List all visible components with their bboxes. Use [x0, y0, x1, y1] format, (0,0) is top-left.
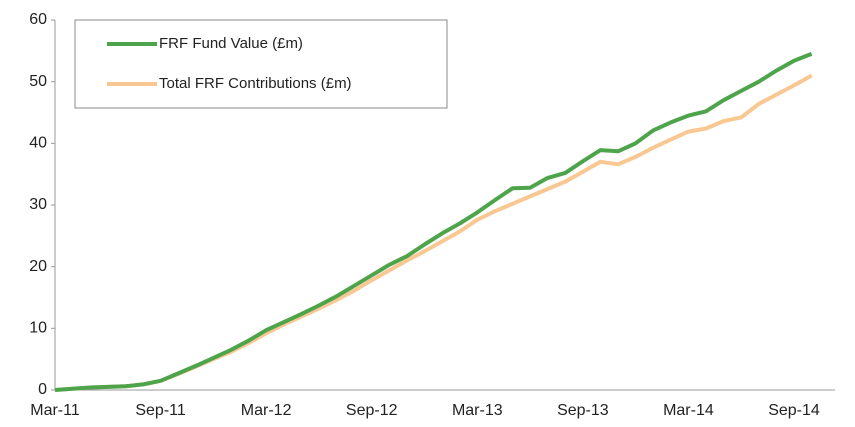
x-tick-label: Sep-12: [346, 402, 398, 419]
x-tick-label: Sep-14: [768, 402, 820, 419]
y-tick-label: 50: [29, 73, 47, 90]
y-tick-label: 30: [29, 196, 47, 213]
x-tick-label: Mar-12: [241, 402, 292, 419]
x-tick-label: Sep-11: [135, 402, 186, 419]
y-tick-label: 40: [29, 135, 47, 152]
legend-label: FRF Fund Value (£m): [159, 35, 303, 52]
y-tick-label: 0: [38, 381, 47, 398]
series-line: [54, 52, 813, 392]
x-tick-label: Sep-13: [557, 402, 609, 419]
x-tick-label: Mar-11: [30, 402, 80, 419]
legend-box: [74, 19, 448, 109]
x-tick-label: Mar-13: [452, 402, 503, 419]
legend-label: Total FRF Contributions (£m): [159, 75, 352, 92]
y-tick-label: 20: [29, 258, 47, 275]
x-tick-label: Mar-14: [663, 402, 714, 419]
y-tick-label: 60: [29, 11, 47, 28]
y-tick-label: 10: [29, 320, 47, 337]
series-line: [54, 73, 813, 392]
